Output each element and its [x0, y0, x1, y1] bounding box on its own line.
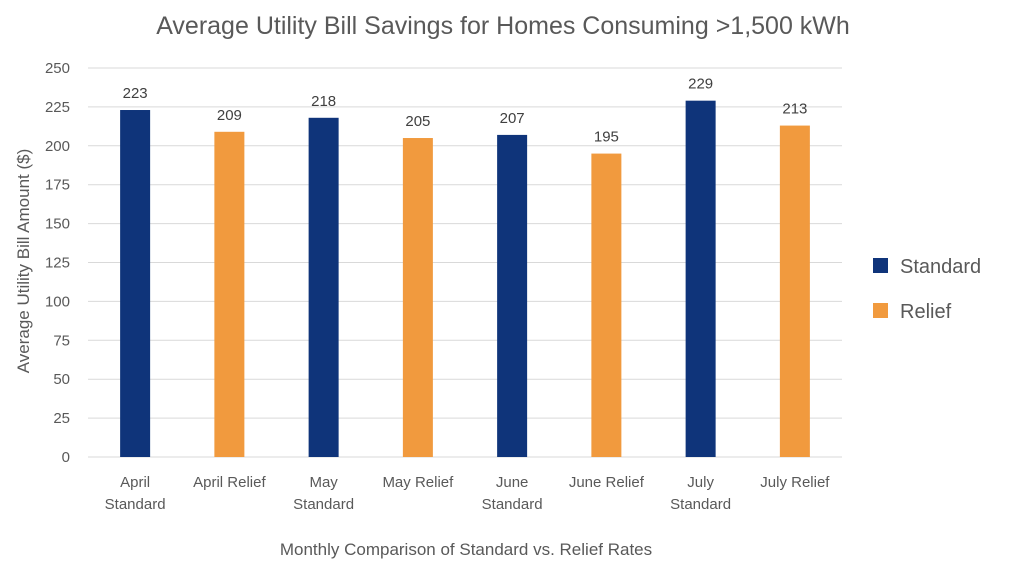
- bar-standard: [497, 134, 528, 457]
- y-tick-label: 0: [62, 449, 70, 466]
- x-category-label: July Relief: [760, 474, 830, 491]
- y-tick-label: 100: [45, 293, 70, 310]
- x-axis-categories: April Standard April Relief May Standard May …: [105, 474, 831, 513]
- data-label: 209: [217, 107, 242, 124]
- data-label: 218: [311, 93, 336, 110]
- legend-swatch-relief: [873, 303, 888, 318]
- bar-standard: [308, 117, 339, 458]
- y-tick-label: 50: [53, 371, 70, 388]
- data-label: 229: [688, 76, 713, 93]
- legend-label-relief: Relief: [900, 301, 952, 323]
- y-tick-label: 175: [45, 177, 70, 194]
- x-category-label: April Relief: [193, 474, 266, 491]
- y-axis-ticks: 0 25 50 75 100 125 150 175 200 225 250: [45, 60, 70, 466]
- bar-standard: [120, 110, 151, 458]
- x-category-label: June Relief: [569, 474, 645, 491]
- bar-standard: [685, 100, 716, 458]
- bar-relief: [591, 153, 622, 457]
- bar-relief: [779, 125, 810, 458]
- y-tick-label: 200: [45, 138, 70, 155]
- x-axis-title: Monthly Comparison of Standard vs. Relie…: [280, 540, 652, 559]
- chart-title: Average Utility Bill Savings for Homes C…: [156, 12, 850, 40]
- y-tick-label: 25: [53, 410, 70, 427]
- y-tick-label: 125: [45, 255, 70, 272]
- y-tick-label: 150: [45, 216, 70, 233]
- legend-label-standard: Standard: [900, 256, 981, 278]
- data-label: 207: [500, 110, 525, 127]
- data-label: 223: [123, 85, 148, 102]
- y-tick-label: 225: [45, 99, 70, 116]
- gridlines: [88, 67, 842, 458]
- y-tick-label: 75: [53, 332, 70, 349]
- data-label: 213: [782, 101, 807, 118]
- bar-relief: [214, 131, 245, 457]
- x-category-label: July Standard: [670, 474, 731, 513]
- x-category-label: May Standard: [293, 474, 354, 513]
- data-label: 205: [405, 113, 430, 130]
- legend: Standard Relief: [873, 256, 981, 323]
- x-category-label: June Standard: [482, 474, 543, 513]
- x-category-label: April Standard: [105, 474, 166, 513]
- bar-relief: [402, 138, 433, 457]
- y-axis-title: Average Utility Bill Amount ($): [14, 149, 33, 374]
- legend-swatch-standard: [873, 258, 888, 273]
- bars: [120, 100, 810, 458]
- x-category-label: May Relief: [382, 474, 454, 491]
- data-label: 195: [594, 129, 619, 146]
- data-labels: 223 209 218 205 207 195 229 213: [123, 76, 808, 146]
- y-tick-label: 250: [45, 60, 70, 77]
